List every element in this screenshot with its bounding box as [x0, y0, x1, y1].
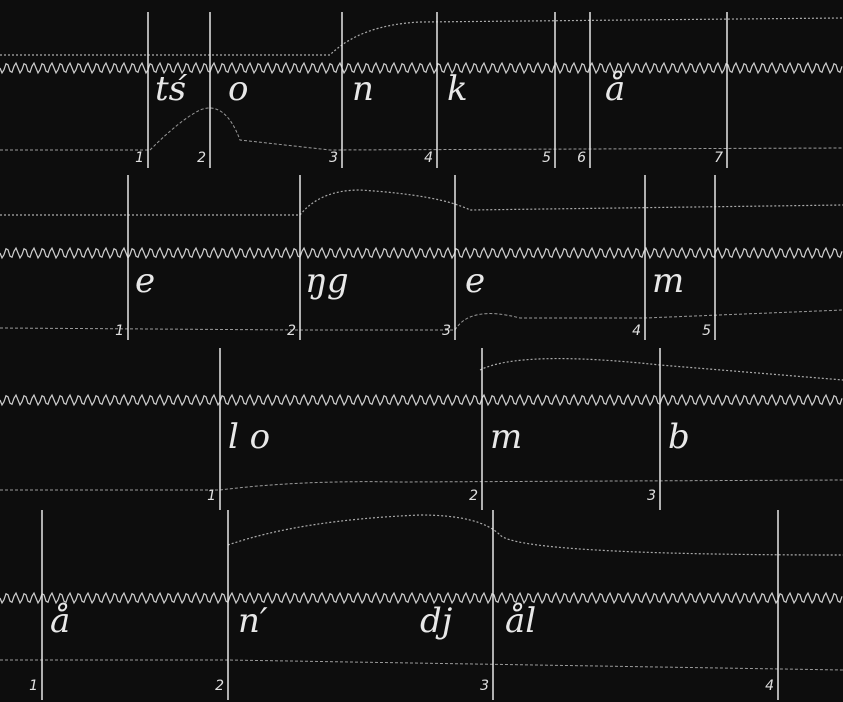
marker-number: 2	[215, 678, 224, 694]
marker-number: 3	[442, 323, 451, 339]
marker-number: 5	[702, 323, 711, 339]
sound-label: å	[605, 69, 625, 109]
marker-number: 1	[115, 323, 124, 339]
marker-number: 2	[469, 488, 478, 504]
sound-label: ål	[505, 601, 536, 641]
sound-label: n′	[238, 601, 268, 641]
background	[0, 0, 843, 702]
sound-label: e	[135, 261, 155, 301]
sound-label: o	[228, 69, 248, 109]
sound-label: dj	[420, 601, 453, 641]
marker-number: 1	[135, 150, 144, 166]
sound-label: å	[50, 601, 70, 641]
marker-number: 2	[287, 323, 296, 339]
marker-number: 1	[207, 488, 216, 504]
sound-label: k	[447, 69, 468, 109]
marker-number: 4	[632, 323, 641, 339]
marker-number: 4	[424, 150, 433, 166]
marker-number: 4	[765, 678, 774, 694]
marker-number: 1	[29, 678, 38, 694]
sound-label: e	[465, 261, 485, 301]
marker-number: 3	[480, 678, 489, 694]
marker-number: 2	[197, 150, 206, 166]
sound-label: tś	[155, 69, 188, 109]
marker-number: 3	[329, 150, 338, 166]
sound-label: b	[668, 417, 690, 457]
sound-label: m	[490, 417, 522, 457]
marker-number: 3	[647, 488, 656, 504]
marker-number: 5	[542, 150, 551, 166]
marker-number: 7	[714, 150, 723, 166]
kymograph-image: 1 2 3 4 5 6 7 tśo n k å 1 2 3 4 5 e ŋg e m 1 2 3 l o m b 1 2 3 4 å n′ dj…	[0, 0, 843, 702]
sound-label: ŋg	[305, 261, 349, 301]
sound-label: n	[352, 69, 374, 109]
sound-label: l o	[228, 417, 270, 457]
marker-number: 6	[577, 150, 586, 166]
sound-label: m	[652, 261, 684, 301]
